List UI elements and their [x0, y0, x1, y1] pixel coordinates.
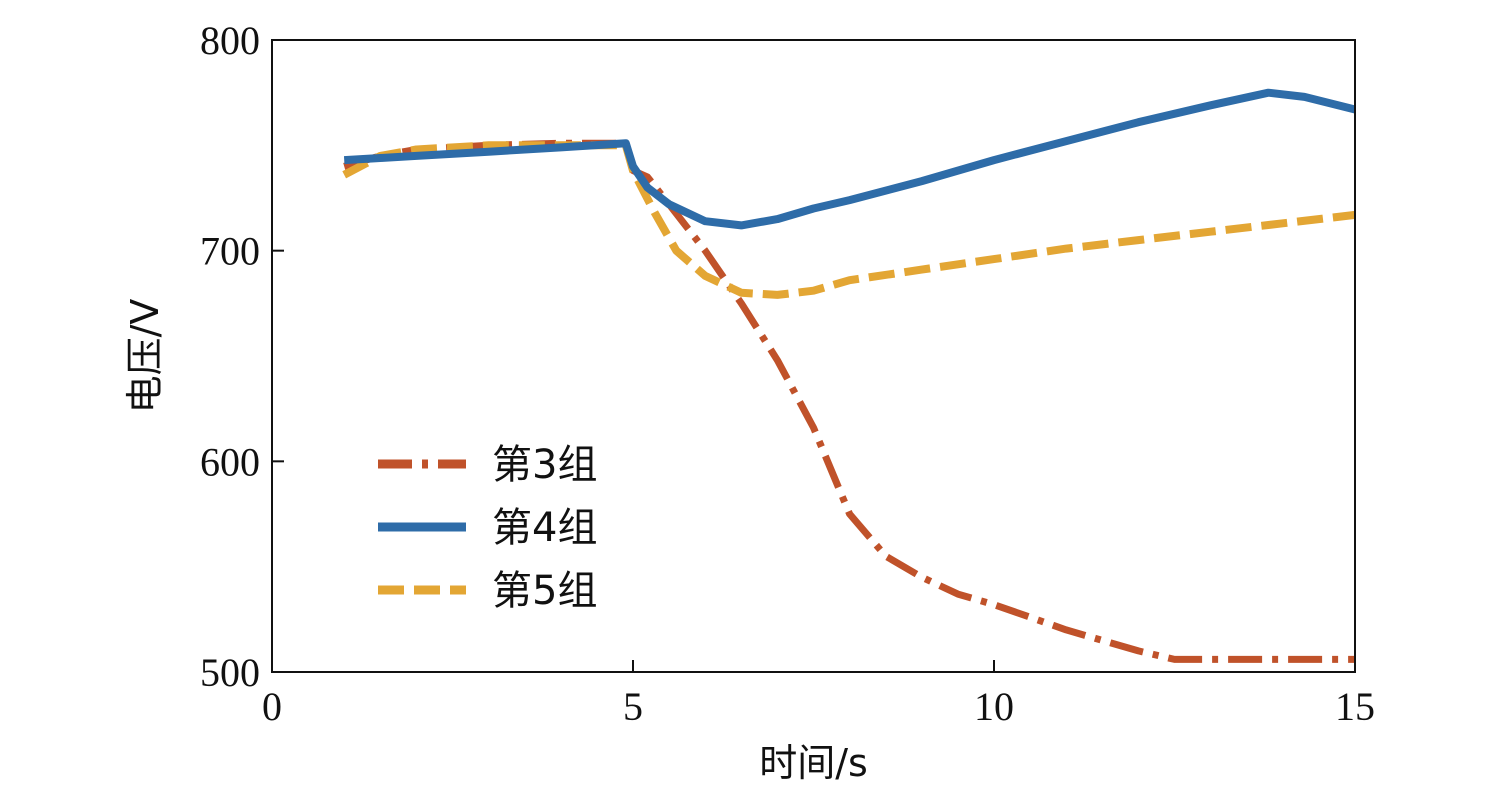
series-line-4 [343, 88, 1356, 230]
axis-layer: 0 5 10 15 500 600 700 800 [200, 18, 1375, 729]
x-axis-title: 时间/s [759, 741, 868, 785]
plot-frame [271, 39, 1356, 673]
legend-label-series-4: 第4组 [492, 505, 597, 551]
x-tick-label: 5 [623, 684, 643, 729]
legend-label-series-3: 第3组 [492, 442, 597, 488]
x-tick-label: 15 [1335, 684, 1375, 729]
legend-label-series-5: 第5组 [492, 568, 597, 614]
series-layer [342, 88, 1356, 663]
y-tick-label: 800 [200, 18, 260, 63]
y-tick-label: 700 [200, 229, 260, 274]
x-tick-label: 0 [262, 684, 282, 729]
y-axis-title: 电压/V [123, 299, 167, 414]
y-tick-label: 500 [200, 650, 260, 695]
x-tick-label: 10 [974, 684, 1014, 729]
y-tick-label: 600 [200, 439, 260, 484]
legend: 第3组 第4组 第5组 [378, 442, 597, 614]
series-line-5 [342, 141, 1356, 299]
